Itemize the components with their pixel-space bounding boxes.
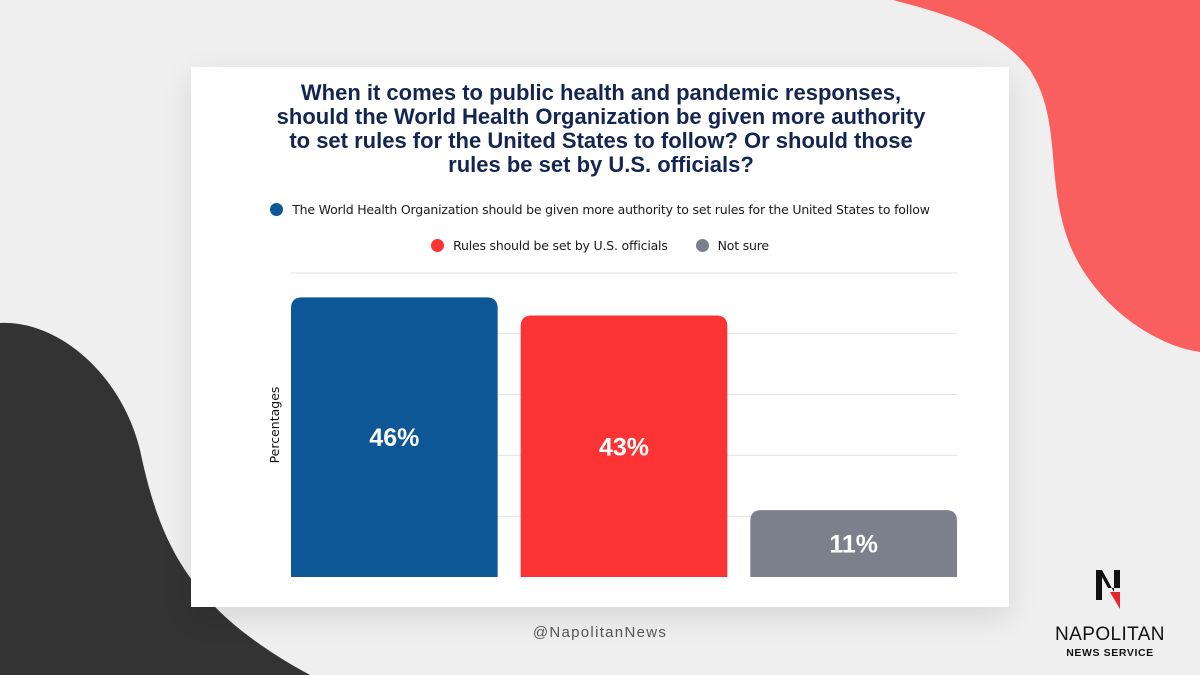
brand-name: NAPOLITAN [1055, 624, 1165, 645]
social-handle: @NapolitanNews [532, 624, 668, 641]
chart-title: When it comes to public health and pande… [276, 80, 926, 177]
bar-3 [750, 510, 957, 577]
legend-swatch-who [270, 203, 284, 216]
napolitan-n-logo-icon [1096, 570, 1120, 609]
chart-card: When it comes to public health and pande… [191, 67, 1009, 607]
legend-swatch-us-officials [431, 239, 445, 252]
bar-value-label: 11% [829, 531, 878, 559]
legend-item-not-sure: Not sure [695, 238, 769, 253]
y-axis-label: Percentages [267, 387, 282, 464]
legend-item-us-officials: Rules should be set by U.S. officials [431, 238, 668, 253]
legend-label-who: The World Health Organization should be … [292, 202, 930, 217]
bar-2 [520, 315, 728, 577]
legend-item-who: The World Health Organization should be … [270, 202, 930, 217]
legend-label-us-officials: Rules should be set by U.S. officials [453, 238, 668, 253]
legend-label-not-sure: Not sure [717, 238, 769, 253]
brand-block: NAPOLITAN NEWS SERVICE [1040, 566, 1180, 659]
legend-swatch-not-sure [695, 239, 709, 252]
brand-subtitle: NEWS SERVICE [1066, 647, 1154, 659]
bar-value-label: 43% [599, 433, 649, 461]
dark-corner-shape [0, 322, 310, 675]
bar-chart: Percentages 46% 43% 11% [267, 272, 957, 577]
legend-row-2: Rules should be set by U.S. officials No… [191, 238, 1009, 253]
coral-corner-shape [893, 0, 1200, 352]
bar-1 [291, 297, 498, 577]
bars: 46% 43% 11% [291, 297, 957, 577]
bar-value-label: 46% [369, 424, 419, 452]
legend-row-1: The World Health Organization should be … [191, 202, 1009, 217]
